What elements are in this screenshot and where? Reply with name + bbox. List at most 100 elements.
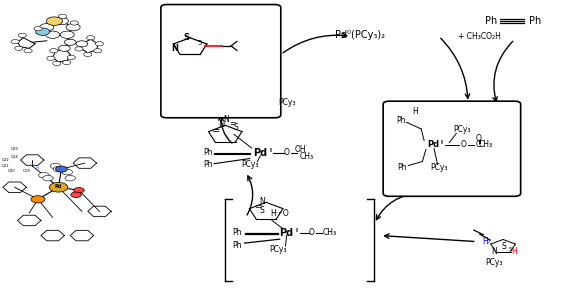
Text: Ph: Ph	[232, 228, 242, 237]
Text: C22: C22	[2, 158, 10, 162]
Text: PCy₃: PCy₃	[242, 160, 259, 169]
Text: O: O	[309, 228, 315, 237]
Text: H: H	[511, 247, 517, 256]
Text: N: N	[171, 44, 178, 53]
Text: Pd: Pd	[253, 147, 267, 158]
Text: S: S	[183, 33, 189, 42]
Circle shape	[87, 36, 95, 40]
Text: CH₃: CH₃	[479, 140, 493, 149]
FancyArrowPatch shape	[441, 38, 470, 98]
Circle shape	[62, 169, 73, 175]
Circle shape	[50, 49, 58, 53]
Text: PCy₃: PCy₃	[430, 163, 448, 172]
Circle shape	[71, 192, 81, 198]
Text: CH₃: CH₃	[322, 228, 336, 237]
Circle shape	[53, 61, 61, 66]
Text: Ph: Ph	[203, 160, 212, 169]
Text: CH₃: CH₃	[300, 152, 314, 161]
Text: PCy₃: PCy₃	[278, 98, 295, 107]
Text: N: N	[218, 120, 224, 129]
Text: S: S	[502, 242, 507, 251]
Circle shape	[67, 55, 75, 59]
Circle shape	[58, 14, 67, 18]
Circle shape	[18, 33, 26, 37]
Text: Ph: Ph	[398, 163, 407, 172]
Text: Ph: Ph	[486, 16, 497, 26]
FancyArrowPatch shape	[219, 116, 232, 143]
Text: N: N	[223, 115, 229, 124]
Circle shape	[94, 49, 102, 53]
Circle shape	[53, 166, 64, 172]
Circle shape	[24, 49, 32, 53]
Circle shape	[70, 21, 78, 25]
Text: =: =	[229, 119, 235, 128]
Text: 5: 5	[198, 40, 202, 46]
Text: Ph: Ph	[529, 16, 541, 26]
Circle shape	[36, 28, 50, 35]
Circle shape	[40, 24, 54, 31]
Text: O: O	[460, 140, 466, 149]
Text: S: S	[233, 123, 238, 132]
FancyArrowPatch shape	[283, 33, 347, 53]
Text: Pd: Pd	[280, 227, 294, 238]
Circle shape	[84, 52, 92, 56]
Circle shape	[46, 31, 60, 38]
Circle shape	[47, 56, 55, 60]
Text: II: II	[295, 228, 299, 233]
Circle shape	[60, 31, 74, 38]
Text: Ph: Ph	[396, 116, 405, 125]
Text: Ph: Ph	[232, 241, 242, 250]
Circle shape	[49, 182, 68, 192]
Circle shape	[63, 60, 71, 65]
Text: N: N	[35, 165, 39, 170]
Circle shape	[56, 166, 67, 172]
Circle shape	[11, 40, 19, 44]
Text: PCy₃: PCy₃	[486, 258, 503, 267]
Text: H: H	[483, 237, 488, 246]
FancyArrowPatch shape	[247, 176, 253, 215]
FancyArrowPatch shape	[384, 234, 474, 241]
Circle shape	[50, 163, 61, 169]
Text: II: II	[269, 148, 273, 153]
Text: C20: C20	[8, 169, 16, 173]
Circle shape	[76, 41, 88, 47]
FancyBboxPatch shape	[383, 101, 521, 196]
Text: OH: OH	[294, 145, 306, 154]
Text: ₂: ₂	[488, 239, 490, 244]
Text: N: N	[491, 247, 497, 256]
Text: C24: C24	[11, 155, 19, 159]
Text: N: N	[259, 197, 265, 206]
Circle shape	[64, 39, 76, 45]
Text: =: =	[212, 126, 221, 137]
Text: H: H	[412, 107, 418, 116]
Text: =: =	[254, 202, 261, 211]
Text: PCy₃: PCy₃	[453, 125, 471, 134]
Circle shape	[31, 196, 45, 203]
Text: O: O	[284, 148, 290, 157]
Circle shape	[74, 188, 84, 193]
Text: + CH₃CO₂H: + CH₃CO₂H	[458, 32, 501, 41]
Circle shape	[95, 42, 104, 46]
Circle shape	[66, 24, 80, 31]
Text: Ph: Ph	[203, 148, 212, 157]
FancyArrowPatch shape	[493, 41, 513, 101]
Circle shape	[46, 17, 63, 25]
Circle shape	[54, 18, 68, 25]
Circle shape	[43, 175, 53, 181]
Text: C19: C19	[22, 169, 30, 173]
Text: O: O	[476, 134, 481, 143]
Text: 5: 5	[508, 247, 512, 252]
Circle shape	[58, 45, 70, 51]
Text: Pd: Pd	[55, 184, 62, 189]
Text: Pd⁰(PCy₃)₂: Pd⁰(PCy₃)₂	[335, 30, 385, 40]
Circle shape	[34, 27, 42, 31]
Text: II: II	[441, 140, 444, 145]
Circle shape	[15, 46, 23, 50]
Text: C21: C21	[2, 164, 10, 168]
Text: PCy₃: PCy₃	[270, 245, 287, 254]
Text: H···O: H···O	[270, 209, 289, 218]
Text: C29: C29	[11, 147, 19, 152]
Circle shape	[75, 47, 83, 51]
Text: Pd: Pd	[427, 140, 439, 149]
Text: S: S	[260, 206, 264, 215]
